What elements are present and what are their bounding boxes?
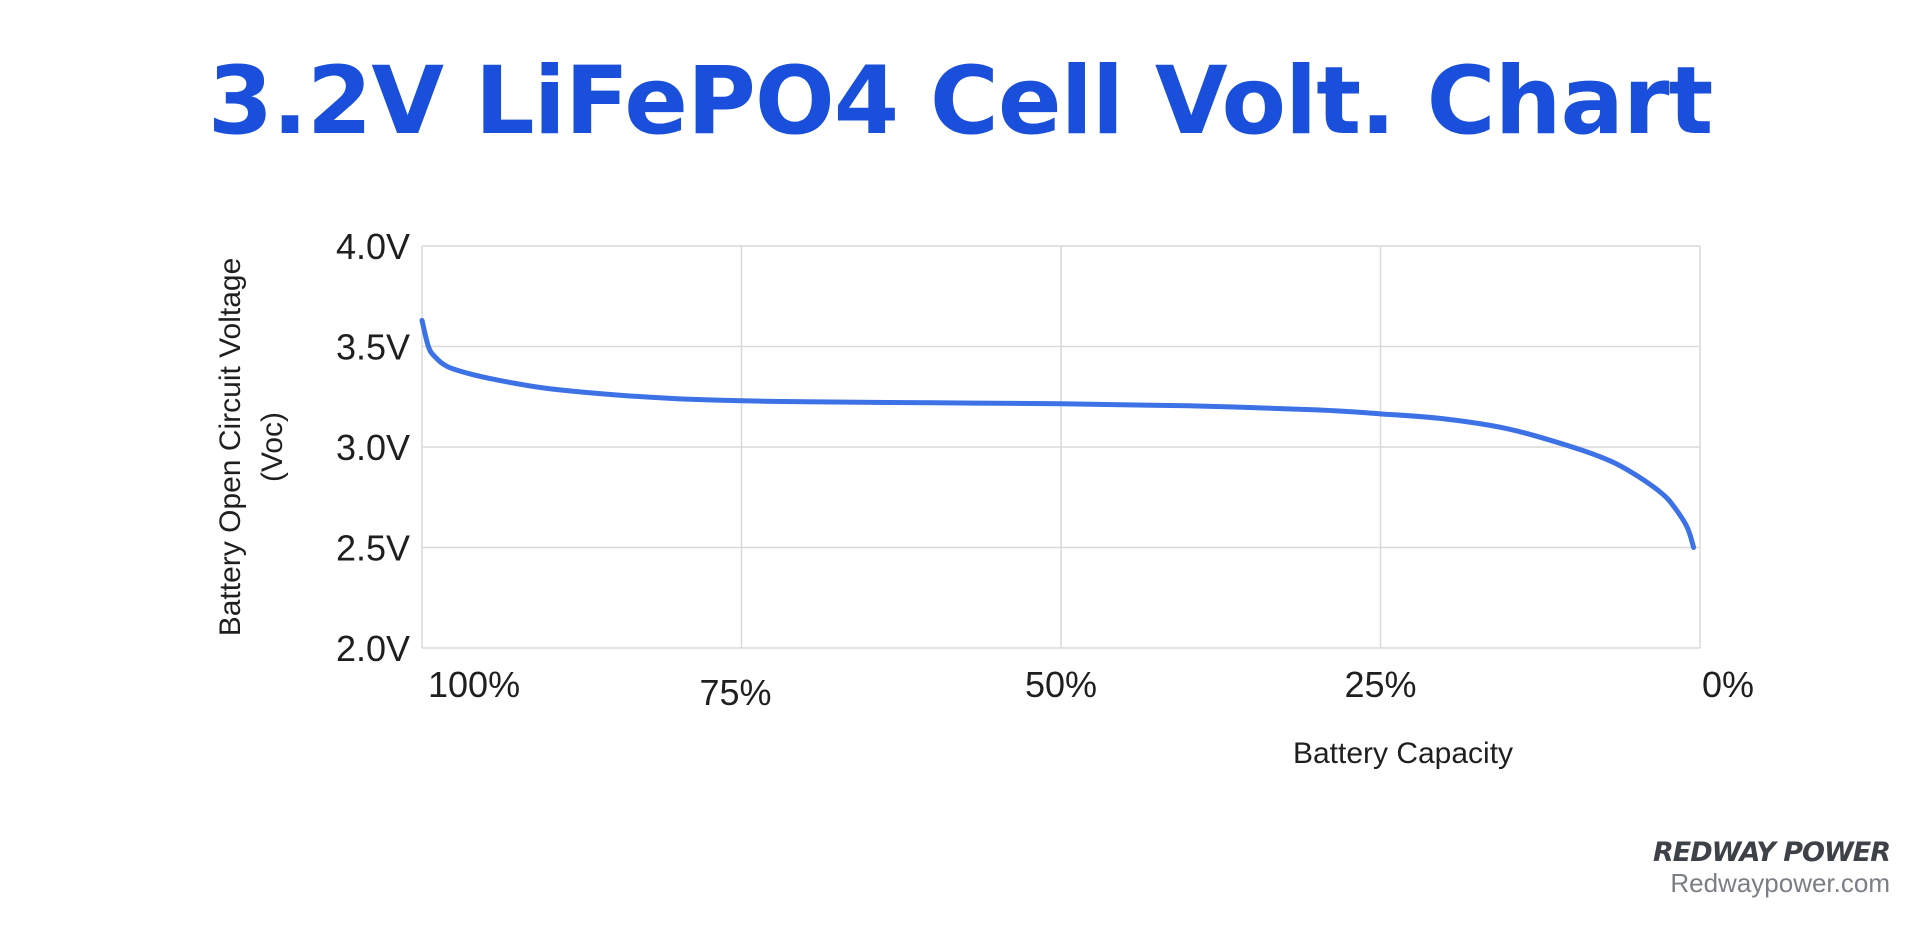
grid xyxy=(421,245,1701,649)
x-tick-label: 100% xyxy=(428,664,520,705)
brand-url: Redwaypower.com xyxy=(1670,867,1890,898)
x-tick-label: 25% xyxy=(1344,664,1416,705)
y-axis-ticks: 2.0V 2.5V 3.0V 3.5V 4.0V xyxy=(336,226,410,669)
y-tick-label: 2.5V xyxy=(336,528,410,569)
y-tick-label: 3.5V xyxy=(336,327,410,368)
series-layer xyxy=(419,317,1697,550)
y-tick-label: 3.0V xyxy=(336,427,410,468)
x-tick-label: 0% xyxy=(1702,664,1754,705)
y-axis-title-line-2: (Voc) xyxy=(256,412,289,482)
brand-block: REDWAY POWER Redwaypower.com xyxy=(1653,837,1891,899)
x-axis-ticks: 100% 75% 50% 25% 0% xyxy=(428,664,1754,713)
voltage-curve xyxy=(419,317,1697,550)
y-tick-label: 4.0V xyxy=(336,226,410,267)
y-tick-label: 2.0V xyxy=(336,628,410,669)
x-axis-title: Battery Capacity xyxy=(1293,737,1513,770)
chart-title: 3.2V LiFePO4 Cell Volt. Chart xyxy=(207,47,1714,156)
x-tick-label: 50% xyxy=(1025,664,1097,705)
x-tick-label: 75% xyxy=(699,672,771,713)
brand-logo-text: REDWAY POWER xyxy=(1653,837,1891,868)
y-axis-title-line-1: Battery Open Circuit Voltage xyxy=(214,258,247,637)
